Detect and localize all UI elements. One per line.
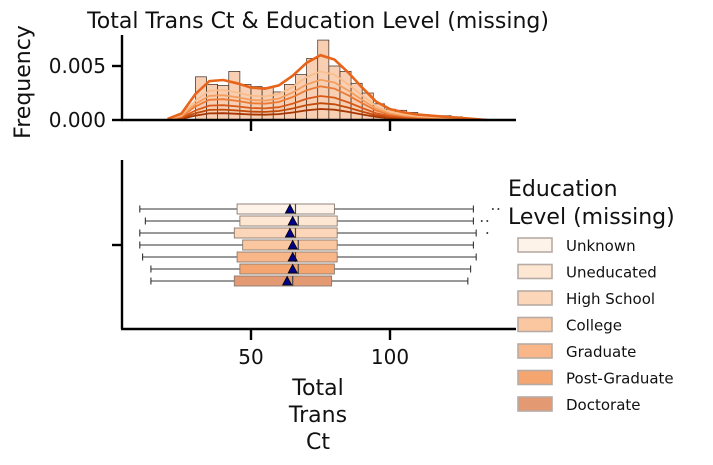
legend-entry: Post-Graduate [517,369,674,388]
top-y-tick-label: 0.000 [49,108,106,132]
box [233,275,333,287]
top-y-label: Frequency [11,25,36,139]
top-x-ticks [249,120,392,131]
box [236,251,338,263]
boxplot-college [139,239,474,251]
mean-marker [284,203,296,214]
bottom-x-label: Total Trans Ct [288,376,347,455]
boxplot-unknown [139,203,500,215]
boxplot-panel: 50 100 Total Trans Ct [112,160,516,455]
legend-entry: Unknown [517,237,636,255]
legend-label: Graduate [566,343,636,361]
boxplots [139,203,500,287]
legend-swatch [517,396,553,412]
outlier-point [486,232,489,234]
mean-marker [287,239,298,250]
legend-entry: College [517,316,622,335]
legend-swatch [517,237,553,253]
legend-swatch [517,343,553,359]
box [233,227,338,239]
x-label-line: Ct [306,430,330,455]
outlier-point [480,220,483,222]
outlier-point [486,220,489,222]
boxplot-post-graduate [150,263,472,275]
legend-title: Education Level (missing) [508,177,675,230]
legend-swatch [517,316,553,333]
top-y-tick-label: 0.005 [49,54,106,78]
x-label-line: Trans [288,403,347,428]
legend-swatch [517,263,553,280]
histogram-bars [195,39,463,121]
bottom-x-tick-label: 100 [371,345,409,369]
legend-entry: Graduate [517,343,636,361]
box [239,263,335,275]
kde-curve-total [167,53,488,122]
legend-entry: Uneducated [517,263,657,282]
mean-marker [281,275,293,286]
legend-label: Post-Graduate [566,370,674,388]
legend-label: Unknown [566,237,636,255]
outlier-point [497,208,500,210]
mean-marker [287,263,298,274]
legend: Education Level (missing) Unknown Uneducat… [508,177,675,414]
legend-entry: Doctorate [517,396,641,414]
legend-swatch [517,290,553,306]
legend-swatch [517,369,553,386]
outlier-point [491,208,494,210]
legend-label: Uneducated [566,264,657,282]
legend-title-line: Education [508,177,618,202]
legend-label: College [566,317,622,335]
bottom-x-tick-label: 50 [238,345,263,369]
boxplot-high-school [139,227,489,239]
top-y-ticks: 0.000 0.005 [49,54,122,132]
mean-marker [287,251,298,262]
boxplot-graduate [142,251,477,263]
mean-marker [284,227,296,238]
legend-entries: Unknown Uneducated High School College Gradu… [517,237,674,414]
legend-entry: High School [517,290,655,308]
legend-title-line: Level (missing) [508,205,675,230]
chart-title: Total Trans Ct & Education Level (missin… [86,9,549,34]
boxplot-doctorate [150,275,469,287]
legend-label: Doctorate [566,396,641,414]
bottom-x-ticks: 50 100 [238,329,409,369]
boxplot-uneducated [144,215,489,227]
x-label-line: Total [291,376,343,401]
histogram-panel: 0.000 0.005 Frequency [11,25,516,139]
mean-marker [287,215,298,226]
box [236,203,335,215]
box [239,215,338,227]
legend-label: High School [566,290,655,308]
